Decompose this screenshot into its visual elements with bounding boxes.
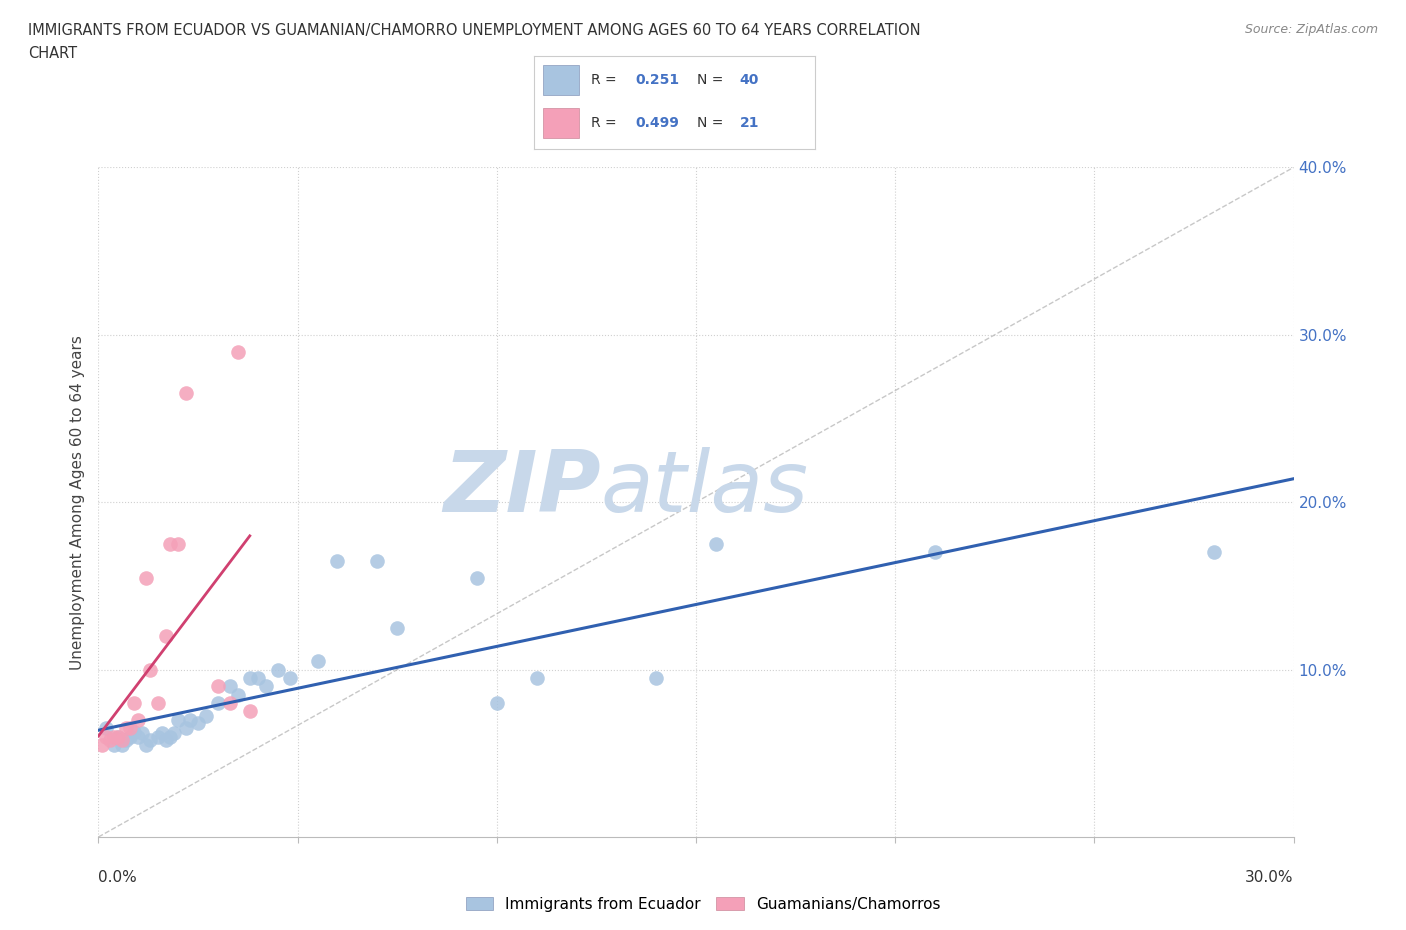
Point [254, 679, 277, 694]
Point [226, 687, 249, 702]
Point [1202, 545, 1225, 560]
Point [120, 721, 142, 736]
Text: 0.251: 0.251 [636, 73, 679, 87]
Point [111, 733, 134, 748]
Text: 40: 40 [740, 73, 759, 87]
Point [139, 662, 162, 677]
Point [239, 704, 262, 719]
Point [103, 737, 125, 752]
Point [96, 729, 118, 744]
Legend: Immigrants from Ecuador, Guamanians/Chamorros: Immigrants from Ecuador, Guamanians/Cham… [460, 890, 946, 918]
Text: 30.0%: 30.0% [1246, 870, 1294, 884]
Point [174, 721, 197, 736]
Bar [543, 65, 579, 95]
Point [155, 629, 177, 644]
Point [120, 729, 142, 744]
Point [465, 570, 488, 585]
Point [135, 737, 157, 752]
Point [179, 712, 201, 727]
Point [645, 671, 668, 685]
Point [246, 671, 269, 685]
Point [107, 729, 129, 744]
Point [155, 733, 177, 748]
Point [924, 545, 946, 560]
Point [485, 696, 508, 711]
Point [366, 553, 388, 568]
Point [307, 654, 329, 669]
Point [704, 537, 727, 551]
Point [526, 671, 548, 685]
Point [385, 620, 409, 635]
Point [267, 662, 290, 677]
Text: ZIP: ZIP [443, 447, 600, 530]
Point [124, 724, 146, 739]
Text: 0.0%: 0.0% [98, 870, 138, 884]
Point [91, 737, 114, 752]
Point [159, 729, 181, 744]
Point [111, 737, 134, 752]
Text: 21: 21 [740, 115, 759, 130]
Bar [543, 108, 579, 138]
Point [167, 537, 190, 551]
Point [207, 679, 229, 694]
Point [187, 716, 209, 731]
Point [278, 671, 301, 685]
Point [115, 733, 138, 748]
Point [107, 729, 129, 744]
Point [174, 386, 197, 401]
Point [150, 725, 173, 740]
Y-axis label: Unemployment Among Ages 60 to 64 years: Unemployment Among Ages 60 to 64 years [69, 335, 84, 670]
Point [98, 733, 122, 748]
Point [96, 721, 118, 736]
Point [226, 344, 249, 359]
Point [115, 721, 138, 736]
Point [135, 570, 157, 585]
Point [148, 696, 170, 711]
Point [127, 712, 149, 727]
Point [159, 537, 181, 551]
Point [326, 553, 349, 568]
Text: N =: N = [697, 73, 728, 87]
Point [163, 725, 186, 740]
Text: R =: R = [591, 73, 620, 87]
Point [148, 729, 170, 744]
Point [127, 729, 149, 744]
Point [167, 712, 190, 727]
Point [219, 679, 242, 694]
Point [103, 729, 125, 744]
Point [124, 696, 146, 711]
Text: Source: ZipAtlas.com: Source: ZipAtlas.com [1244, 23, 1378, 36]
Text: IMMIGRANTS FROM ECUADOR VS GUAMANIAN/CHAMORRO UNEMPLOYMENT AMONG AGES 60 TO 64 Y: IMMIGRANTS FROM ECUADOR VS GUAMANIAN/CHA… [28, 23, 921, 38]
Text: CHART: CHART [28, 46, 77, 61]
Text: N =: N = [697, 115, 728, 130]
Point [131, 725, 153, 740]
Point [194, 709, 218, 724]
Text: atlas: atlas [600, 447, 808, 530]
Point [139, 733, 162, 748]
Point [207, 696, 229, 711]
Point [239, 671, 262, 685]
Point [219, 696, 242, 711]
Text: 0.499: 0.499 [636, 115, 679, 130]
Text: R =: R = [591, 115, 620, 130]
